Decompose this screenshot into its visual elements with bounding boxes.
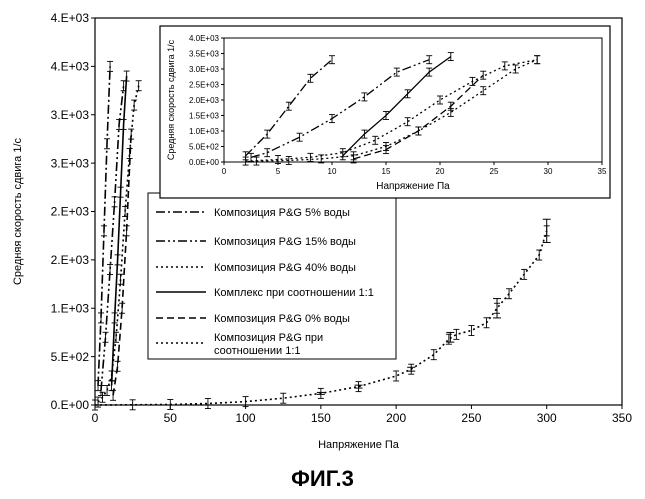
inset-y-tick-label: 4.0E+03 (189, 34, 220, 43)
main-axes: 0 50 100 150 200 250 300 3500.E+005.E+021.E+032… (51, 11, 633, 425)
inset-x-tick-label: 20 (436, 167, 445, 176)
main-x-tick-label: 50 (164, 411, 178, 425)
legend-label-3: Композиция P&G 40% воды (214, 262, 356, 274)
main-y-tick-label: 3.E+03 (51, 156, 90, 170)
inset-y-tick-label: 3.5E+03 (189, 49, 220, 58)
inset-y-tick-label: 3.0E+03 (189, 65, 220, 74)
inset-y-tick-label: 2.0E+03 (189, 96, 220, 105)
inset-y-tick-label: 0.0E+00 (189, 158, 220, 167)
figure-caption: ФИГ.3 (291, 466, 354, 491)
legend-label-4: Комплекс при соотношении 1:1 (214, 287, 374, 299)
legend-box (147, 192, 397, 360)
inset-series-group (242, 52, 541, 166)
inset-chart: 0 5 10 15 20 25 30 35 0.0E+00 5.0E+02 1.0E+03 1.5E+… (159, 25, 611, 199)
main-y-axis-label: Средняя скорость сдвига 1/с (12, 137, 24, 285)
main-y-tick-label: 5.E+02 (51, 350, 90, 364)
inset-x-tick-label: 35 (598, 167, 607, 176)
main-x-tick-label: 100 (236, 411, 256, 425)
main-x-tick-label: 200 (386, 411, 406, 425)
legend-label-2: Композиция P&G 15% воды (214, 236, 356, 248)
legend-label-line: соотношении 1:1 (214, 345, 301, 357)
inset-x-tick-label: 5 (276, 167, 281, 176)
main-series-line-3 (97, 85, 140, 403)
main-x-tick-label: 300 (537, 411, 557, 425)
inset-x-tick-label: 10 (328, 167, 337, 176)
main-x-tick-label: 350 (612, 411, 632, 425)
main-x-axis-label: Напряжение Па (318, 439, 400, 451)
inset-box (159, 25, 611, 199)
legend-label-6: Композиция P&G при соотношении 1:1 (214, 332, 323, 357)
inset-axes: 0 5 10 15 20 25 30 35 0.0E+00 5.0E+02 1.0E+03 1.5E+… (189, 34, 607, 176)
main-y-tick-label: 0.E+00 (51, 398, 90, 412)
main-series-group (92, 60, 551, 411)
main-series-line-2 (100, 85, 125, 391)
main-y-tick-label: 2.E+03 (51, 253, 90, 267)
inset-series-line-4 (342, 56, 452, 157)
inset-x-axis-label: Напряжение Па (376, 181, 450, 192)
inset-y-tick-label: 2.5E+03 (189, 80, 220, 89)
main-y-tick-label: 4.E+03 (51, 11, 90, 25)
inset-x-tick-label: 30 (544, 167, 553, 176)
legend: Композиция P&G 5% воды Композиция P&G 15%… (147, 192, 397, 360)
inset-x-tick-label: 0 (222, 167, 227, 176)
inset-series-line-3 (245, 59, 538, 162)
main-x-tick-label: 150 (311, 411, 331, 425)
legend-label-1: Композиция P&G 5% воды (214, 207, 350, 219)
inset-x-tick-label: 25 (490, 167, 499, 176)
inset-y-tick-label: 1.0E+03 (189, 127, 220, 136)
main-y-tick-label: 4.E+03 (51, 60, 90, 74)
main-y-tick-label: 3.E+03 (51, 108, 90, 122)
legend-label-5: Композиция P&G 0% воды (214, 313, 350, 325)
inset-y-axis-label: Средняя скорость сдвига 1/с (166, 39, 176, 160)
inset-y-tick-label: 1.5E+03 (189, 111, 220, 120)
main-series-line-4 (110, 76, 128, 386)
inset-series-line-1 (245, 59, 333, 157)
main-chart: 0 50 100 150 200 250 300 3500.E+005.E+021.E+032… (12, 11, 632, 451)
main-y-tick-label: 2.E+03 (51, 205, 90, 219)
main-y-tick-label: 1.E+03 (51, 301, 90, 315)
inset-x-tick-label: 15 (382, 167, 391, 176)
main-x-tick-label: 250 (461, 411, 481, 425)
main-x-tick-label: 0 (92, 411, 99, 425)
legend-label-line: Композиция P&G при (214, 332, 323, 344)
inset-y-tick-label: 5.0E+02 (189, 142, 220, 151)
